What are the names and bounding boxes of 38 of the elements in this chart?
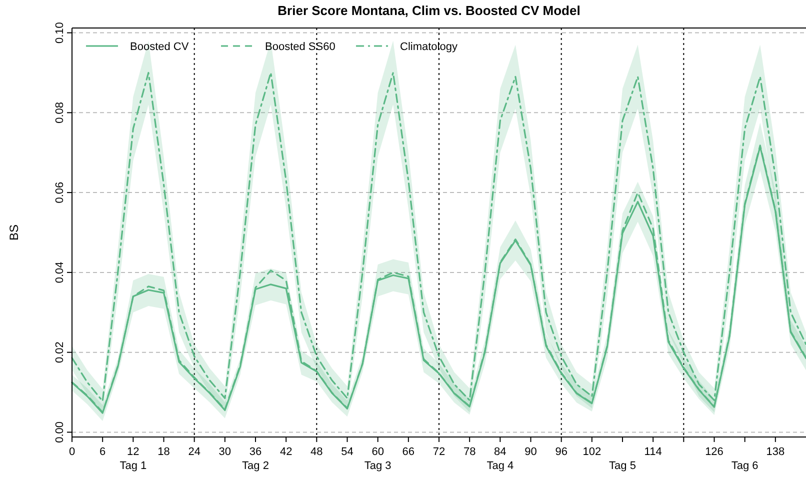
x-tick-label: 84: [494, 446, 506, 458]
text: Tag 5: [609, 460, 636, 472]
x-tick-label: 54: [341, 446, 354, 458]
x-tick-label: 78: [463, 446, 476, 458]
text: Tag 4: [486, 460, 514, 472]
legend-label: Boosted SS60: [265, 41, 336, 53]
x-tick-label: 60: [372, 446, 384, 458]
y-tick-label: 0.06: [54, 182, 66, 204]
chart-title: Brier Score Montana, Clim vs. Boosted CV Model: [278, 3, 580, 18]
x-tick-label: 0: [68, 446, 76, 458]
y-tick-label: 0.02: [54, 342, 66, 364]
x-tick-label: 36: [249, 446, 262, 458]
x-tick-label: 66: [402, 446, 415, 458]
x-tick-label: 102: [582, 446, 602, 458]
x-tick-label: 72: [432, 446, 446, 458]
x-tick-label: 96: [555, 446, 568, 458]
y-tick-label: 0.08: [54, 102, 66, 124]
x-tick-label: 42: [280, 446, 292, 458]
text: Tag 3: [364, 460, 392, 472]
x-tick-label: 126: [705, 446, 724, 458]
legend-label: Climatology: [400, 41, 458, 53]
x-tick-label: 138: [766, 446, 785, 458]
legend-label: Boosted CV: [130, 41, 190, 53]
x-tick-label: 90: [524, 446, 537, 458]
y-tick-label: 0.04: [54, 262, 66, 284]
x-tick-label: 12: [127, 446, 140, 458]
text: Tag 2: [242, 460, 269, 472]
y-tick-label: 0.00: [54, 421, 66, 443]
text: Tag 6: [731, 460, 758, 472]
y-tick-label: 0.10: [54, 22, 66, 44]
x-tick-label: 18: [158, 446, 170, 458]
x-tick-label: 114: [644, 446, 662, 458]
y-axis-title: BS: [7, 224, 21, 241]
x-tick-label: 24: [188, 446, 200, 458]
x-tick-label: 48: [310, 446, 323, 458]
text: Tag 1: [120, 460, 147, 472]
x-tick-label: 6: [100, 446, 106, 458]
x-tick-label: 30: [218, 446, 232, 458]
